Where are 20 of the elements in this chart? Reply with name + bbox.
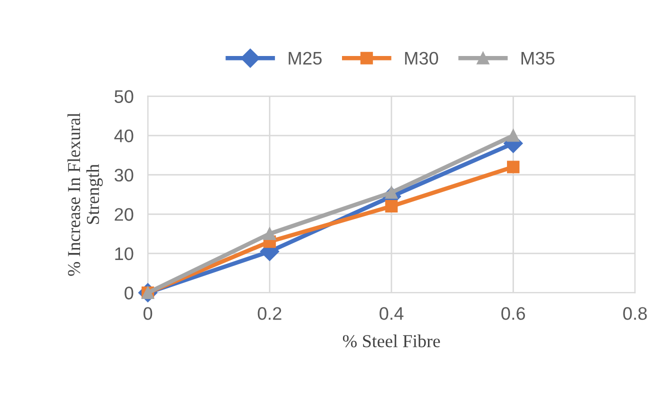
y-tick-label: 50 [114,90,134,103]
x-tick-label: 0.8 [623,307,647,320]
x-tick-label: 0.6 [501,307,525,320]
point [506,129,520,142]
legend-label: M25 [288,52,322,65]
legend-label: M30 [405,52,438,65]
y-tick-label: 20 [114,208,134,221]
y-tick-label: 40 [114,129,134,142]
point [506,160,520,174]
x-axis-title: % Steel Fibre [342,334,440,348]
point [263,228,276,240]
y-axis-title: % Increase In Flexural Strength [67,112,103,276]
legend-label: M35 [522,52,554,65]
y-tick-label: 30 [114,168,134,182]
x-tick-label: 0.4 [380,307,404,320]
x-tick-label: 0.2 [258,307,282,320]
x-tick-label: 0 [144,307,152,320]
y-tick-label: 10 [115,247,134,260]
point [385,200,398,213]
y-tick-label: 0 [124,286,134,300]
